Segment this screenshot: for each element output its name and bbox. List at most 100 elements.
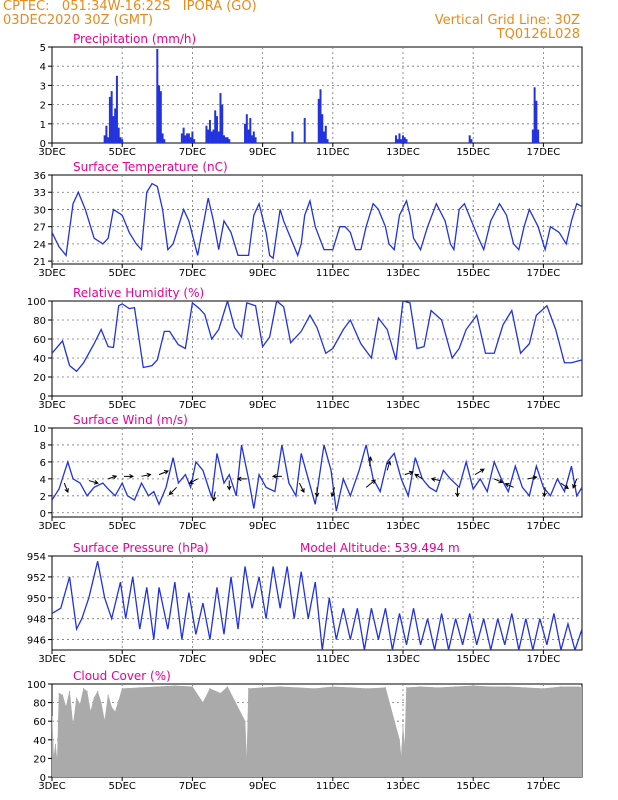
wind-arrow (455, 487, 460, 498)
precip-bar (470, 139, 473, 143)
cloud-point (90, 711, 92, 713)
cloud-point (226, 686, 229, 688)
grid-note: Vertical Grid Line: 30Z (434, 13, 580, 28)
wind-arrow (108, 474, 118, 480)
temp-xtick-label: 9DEC (249, 268, 276, 279)
press-xtick-label: 5DEC (109, 654, 136, 665)
cloud-ytick-label: 20 (33, 754, 46, 765)
wind-arrow (211, 491, 217, 502)
precip-bar (396, 139, 399, 143)
cloud-point (402, 725, 404, 727)
cloud-point (314, 688, 316, 690)
cloud-xtick-label: 13DEC (386, 781, 420, 792)
wind-arrow (414, 473, 423, 480)
forecast-date: 03DEC2020 30Z (GMT) (3, 13, 154, 28)
cloud-point (247, 688, 250, 690)
precip-bar (403, 137, 406, 143)
wind-arrow (188, 478, 198, 484)
precip-bar (535, 100, 538, 143)
press-frame (51, 555, 583, 651)
wind-arrow (386, 460, 392, 471)
wind-arrow (527, 475, 538, 481)
wind-frame (51, 427, 583, 518)
cloud-point (191, 686, 193, 688)
wind-arrow (404, 470, 414, 476)
cloud-point (75, 697, 78, 699)
precip-bar (533, 87, 536, 143)
temp-xtick-label: 13DEC (386, 268, 420, 279)
cloud-point (437, 687, 439, 689)
wind-ytick-label: 2 (40, 492, 46, 503)
temp-title: Surface Temperature (nC) (73, 160, 228, 174)
precip-frame (51, 46, 583, 144)
wind-xtick-label: 7DEC (179, 521, 206, 532)
press-line (52, 561, 582, 650)
station-info: CPTEC: 051:34W-16:22S IPORA (GO) (3, 0, 257, 14)
cloud-point (111, 706, 113, 708)
precip-bar (468, 135, 471, 143)
precip-bar (224, 137, 227, 143)
precip-bar (207, 129, 210, 143)
temp-plot-area (52, 182, 582, 260)
cloud-point (202, 702, 204, 704)
cloud-point (209, 688, 211, 690)
cloud-point (68, 690, 71, 693)
wind-arrow (330, 487, 336, 498)
cloud-title: Cloud Cover (%) (73, 669, 171, 683)
precip-bar (210, 131, 213, 143)
precip-ytick-label: 1 (40, 120, 46, 131)
precip-bar (405, 139, 408, 143)
precip-bar (108, 96, 111, 143)
rh-panel: 0 20 40 60 80 100 3DEC 5DEC 7DEC 9DEC 11DEC 13DEC 15… (27, 286, 583, 411)
precip-bar (324, 125, 327, 143)
precip-xtick-label: 9DEC (249, 147, 276, 158)
cloud-point (349, 687, 351, 689)
rh-frame (51, 300, 583, 397)
precip-bar (163, 139, 166, 143)
precip-xtick-label: 11DEC (316, 147, 350, 158)
cloud-point (261, 687, 264, 689)
wind-xtick-label: 9DEC (249, 521, 276, 532)
cloud-point (398, 739, 401, 741)
cloud-point (246, 762, 248, 764)
rh-xtick-label: 13DEC (386, 400, 420, 411)
cloud-area (52, 685, 582, 777)
cloud-point (297, 687, 299, 689)
press-ytick-label: 952 (27, 573, 46, 584)
precip-bar (189, 137, 192, 143)
cloud-point (53, 757, 55, 760)
temp-ytick-label: 27 (33, 223, 46, 234)
press-xtick-label: 17DEC (527, 654, 561, 665)
press-ytick-label: 946 (27, 636, 46, 647)
precip-bar (303, 118, 306, 143)
precip-bar (245, 114, 248, 143)
wind-arrow (226, 480, 232, 491)
press-ytick-label: 948 (27, 615, 46, 626)
rh-plot-area (52, 301, 582, 373)
precip-xtick-label: 7DEC (179, 147, 206, 158)
cloud-xtick-label: 3DEC (38, 781, 65, 792)
rh-xtick-label: 5DEC (109, 400, 136, 411)
precip-bar (117, 127, 120, 143)
precip-bar (254, 137, 257, 143)
press-plot-area (52, 561, 582, 650)
wind-arrow (236, 476, 247, 482)
precip-bar (110, 91, 113, 143)
cloud-point (419, 686, 422, 688)
precip-bar (219, 93, 222, 143)
temp-xtick-label: 11DEC (316, 268, 350, 279)
precip-bar (212, 129, 215, 143)
precip-title: Precipitation (mm/h) (73, 32, 196, 46)
precip-xtick-label: 15DEC (456, 147, 490, 158)
precip-bar (187, 133, 190, 143)
wind-arrow (474, 468, 485, 476)
precip-xtick-label: 13DEC (386, 147, 420, 158)
cloud-point (219, 692, 222, 694)
precip-bar (531, 129, 534, 143)
press-annotation: Model Altitude: 539.494 m (300, 541, 460, 555)
rh-ytick-label: 60 (33, 335, 46, 346)
wind-plot-area (52, 444, 582, 512)
press-ytick-label: 954 (27, 552, 46, 563)
wind-ytick-label: 6 (40, 458, 46, 469)
wind-arrow (158, 470, 170, 476)
